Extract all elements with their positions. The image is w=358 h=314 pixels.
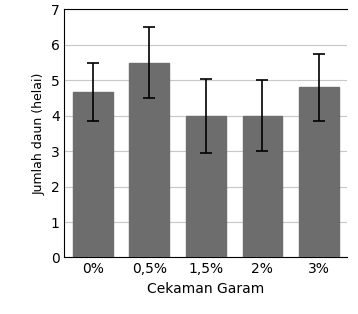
Y-axis label: Jumlah daun (helai): Jumlah daun (helai) xyxy=(32,72,45,195)
Bar xyxy=(186,116,226,257)
Bar xyxy=(130,62,169,257)
Bar xyxy=(299,87,339,257)
X-axis label: Cekaman Garam: Cekaman Garam xyxy=(147,282,265,296)
Bar xyxy=(243,116,282,257)
Bar xyxy=(73,92,112,257)
